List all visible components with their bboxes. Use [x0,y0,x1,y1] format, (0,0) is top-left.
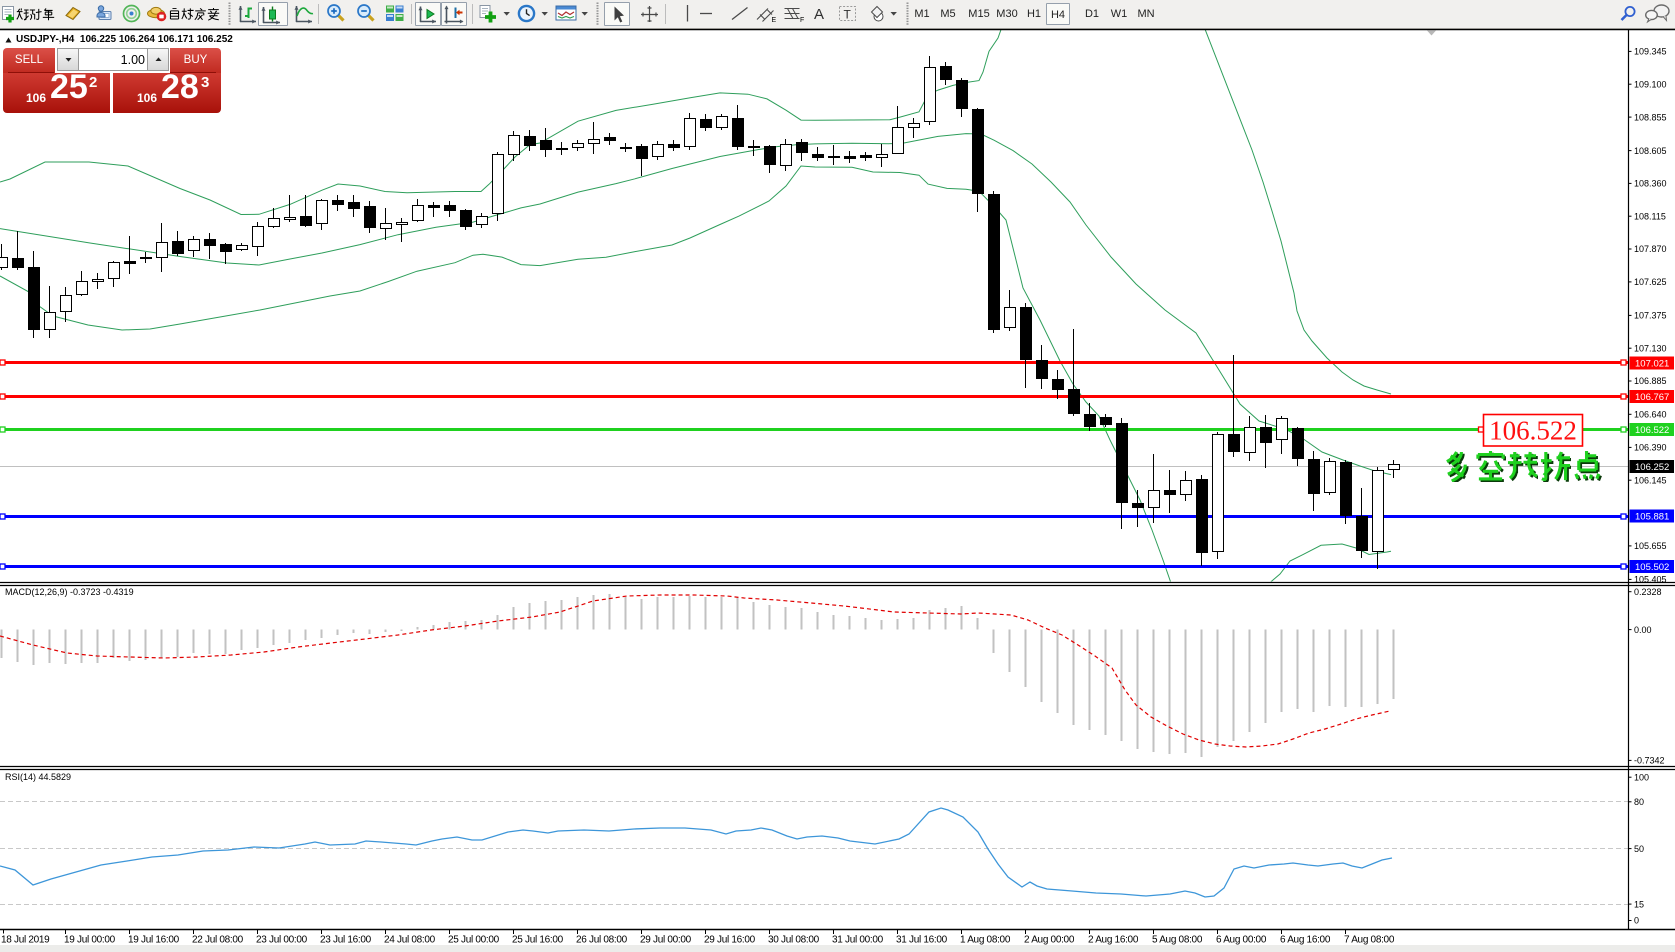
svg-text:25 Jul 00:00: 25 Jul 00:00 [448,935,500,946]
svg-text:109.100: 109.100 [1634,79,1667,89]
svg-text:22 Jul 08:00: 22 Jul 08:00 [192,935,244,946]
svg-text:18 Jul 2019: 18 Jul 2019 [1,935,50,946]
svg-text:E: E [772,17,777,24]
svg-text:24 Jul 08:00: 24 Jul 08:00 [384,935,436,946]
svg-text:50: 50 [1634,844,1644,854]
svg-text:107.130: 107.130 [1634,343,1667,353]
svg-text:105.881: 105.881 [1635,512,1669,523]
svg-text:106.252: 106.252 [1635,462,1669,473]
svg-text:T: T [844,8,852,22]
svg-text:106.640: 106.640 [1634,410,1667,420]
svg-text:107.870: 107.870 [1634,244,1667,254]
svg-text:106.522: 106.522 [1635,425,1669,436]
svg-text:6 Aug 16:00: 6 Aug 16:00 [1280,935,1331,946]
svg-text:107.021: 107.021 [1635,359,1669,370]
svg-text:6 Aug 00:00: 6 Aug 00:00 [1216,935,1267,946]
svg-text:29 Jul 00:00: 29 Jul 00:00 [640,935,692,946]
svg-text:108.115: 108.115 [1634,211,1666,221]
svg-text:0: 0 [1634,916,1639,926]
svg-text:31 Jul 16:00: 31 Jul 16:00 [896,935,948,946]
svg-text:MACD(12,26,9) -0.3723 -0.4319: MACD(12,26,9) -0.3723 -0.4319 [5,587,134,597]
svg-text:29 Jul 16:00: 29 Jul 16:00 [704,935,756,946]
svg-text:19 Jul 16:00: 19 Jul 16:00 [128,935,180,946]
svg-text:23 Jul 16:00: 23 Jul 16:00 [320,935,372,946]
svg-text:15: 15 [1634,899,1644,909]
svg-text:100: 100 [1634,772,1649,782]
svg-text:80: 80 [1634,797,1644,807]
svg-text:7 Aug 08:00: 7 Aug 08:00 [1344,935,1395,946]
svg-text:30 Jul 08:00: 30 Jul 08:00 [768,935,820,946]
svg-text:1 Aug 08:00: 1 Aug 08:00 [960,935,1011,946]
svg-text:106.885: 106.885 [1634,376,1667,386]
svg-text:2 Aug 16:00: 2 Aug 16:00 [1088,935,1139,946]
svg-text:0.2328: 0.2328 [1634,587,1662,597]
svg-text:23 Jul 00:00: 23 Jul 00:00 [256,935,308,946]
svg-text:RSI(14) 44.5829: RSI(14) 44.5829 [5,772,71,782]
svg-text:105.502: 105.502 [1635,562,1669,573]
svg-text:19 Jul 00:00: 19 Jul 00:00 [64,935,116,946]
svg-text:106.390: 106.390 [1634,443,1667,453]
svg-text:108.855: 108.855 [1634,112,1667,122]
svg-text:31 Jul 00:00: 31 Jul 00:00 [832,935,884,946]
svg-text:109.345: 109.345 [1634,47,1667,57]
svg-text:108.360: 108.360 [1634,179,1667,189]
svg-text:108.605: 108.605 [1634,146,1667,156]
svg-text:105.655: 105.655 [1634,541,1667,551]
svg-text:2 Aug 00:00: 2 Aug 00:00 [1024,935,1075,946]
svg-text:107.375: 107.375 [1634,311,1667,321]
svg-text:106.145: 106.145 [1634,475,1667,485]
svg-text:25 Jul 16:00: 25 Jul 16:00 [512,935,564,946]
svg-text:105.405: 105.405 [1634,575,1667,585]
svg-text:106.767: 106.767 [1635,392,1669,403]
svg-text:F: F [800,17,804,24]
svg-text:106.522: 106.522 [1489,416,1577,446]
svg-text:-0.7342: -0.7342 [1634,756,1665,766]
svg-text:5 Aug 08:00: 5 Aug 08:00 [1152,935,1203,946]
svg-text:A: A [814,6,824,23]
svg-text:26 Jul 08:00: 26 Jul 08:00 [576,935,628,946]
svg-text:0.00: 0.00 [1634,625,1652,635]
svg-text:107.625: 107.625 [1634,277,1667,287]
